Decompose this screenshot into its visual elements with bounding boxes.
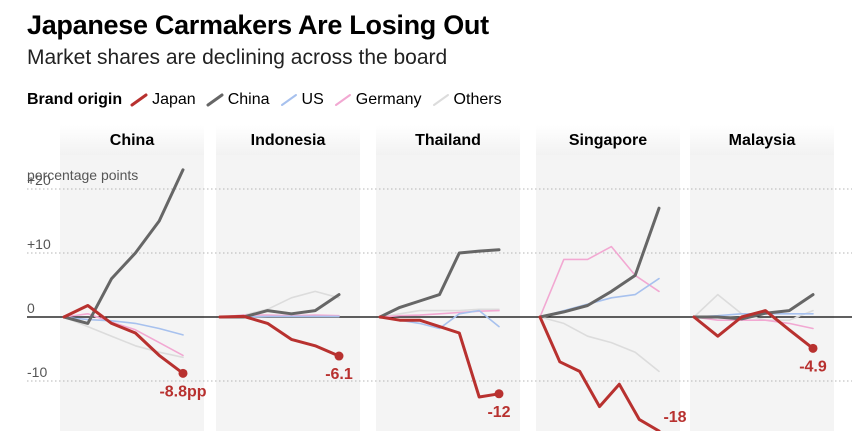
end-point-marker (334, 351, 344, 361)
legend-item-china: China (206, 91, 270, 109)
panel-background (376, 155, 520, 431)
series-line-us (63, 316, 184, 336)
series-line-japan (62, 304, 185, 375)
legend-swatch-icon (432, 94, 449, 106)
end-value-label: -18 (663, 409, 686, 426)
y-tick-label: 0 (27, 300, 35, 316)
end-point-marker (178, 368, 188, 378)
panel-title: Malaysia (729, 132, 796, 149)
series-line-japan (378, 315, 501, 399)
series-line-china (62, 168, 185, 325)
end-value-label: -12 (487, 404, 510, 421)
legend-swatch-icon (334, 94, 351, 106)
series-line-china (692, 293, 815, 321)
series-line-japan (218, 314, 341, 358)
legend-swatch-icon (280, 94, 297, 106)
panel-title: China (110, 132, 155, 149)
legend-label: China (227, 91, 270, 108)
end-point-marker (808, 343, 818, 353)
panel-title: Indonesia (251, 132, 326, 149)
series-line-japan (692, 309, 815, 350)
series-line-others (63, 316, 184, 359)
legend-item-japan: Japan (130, 91, 196, 109)
legend-label: US (301, 91, 324, 108)
series-line-japan (538, 315, 661, 431)
legend-swatch-icon (130, 93, 148, 107)
legend-item-others: Others (432, 91, 502, 109)
end-value-label: -6.1 (325, 366, 353, 383)
end-point-marker (494, 389, 504, 399)
legend-item-germany: Germany (334, 91, 422, 109)
panel-header-bg (536, 125, 680, 155)
legend-label: Others (453, 91, 502, 108)
series-line-germany (539, 245, 660, 318)
legend-item-us: US (280, 91, 324, 109)
y-tick-label: +10 (27, 236, 51, 252)
end-value-label: -4.9 (799, 358, 827, 375)
series-line-germany (693, 316, 814, 330)
y-tick-label: -10 (27, 364, 47, 380)
legend-title: Brand origin (27, 91, 123, 108)
series-line-others (379, 308, 500, 318)
panel-title: Thailand (415, 132, 481, 149)
series-line-others (539, 316, 660, 373)
legend-label: Japan (152, 91, 196, 108)
y-axis-unit-label: percentage points (27, 167, 138, 183)
chart-title: Japanese Carmakers Are Losing Out (27, 10, 489, 40)
panel-header-bg (690, 125, 834, 155)
legend-label: Germany (355, 91, 422, 108)
panel-header-bg (376, 125, 520, 155)
chart-subtitle: Market shares are declining across the b… (27, 46, 448, 69)
legend: Brand origin Japan China US Germany Othe… (27, 91, 512, 109)
panel-title: Singapore (569, 132, 647, 149)
panel-header-bg (216, 125, 360, 155)
series-line-china (378, 248, 501, 319)
panel-background (60, 155, 204, 431)
panel-background (216, 155, 360, 431)
series-line-germany (63, 312, 184, 357)
end-value-label: -8.8pp (159, 383, 206, 400)
panel-background (690, 155, 834, 431)
legend-swatch-icon (206, 93, 224, 107)
y-tick-label: +20 (27, 172, 51, 188)
series-line-china (538, 206, 661, 319)
panel-header-bg (60, 125, 204, 155)
